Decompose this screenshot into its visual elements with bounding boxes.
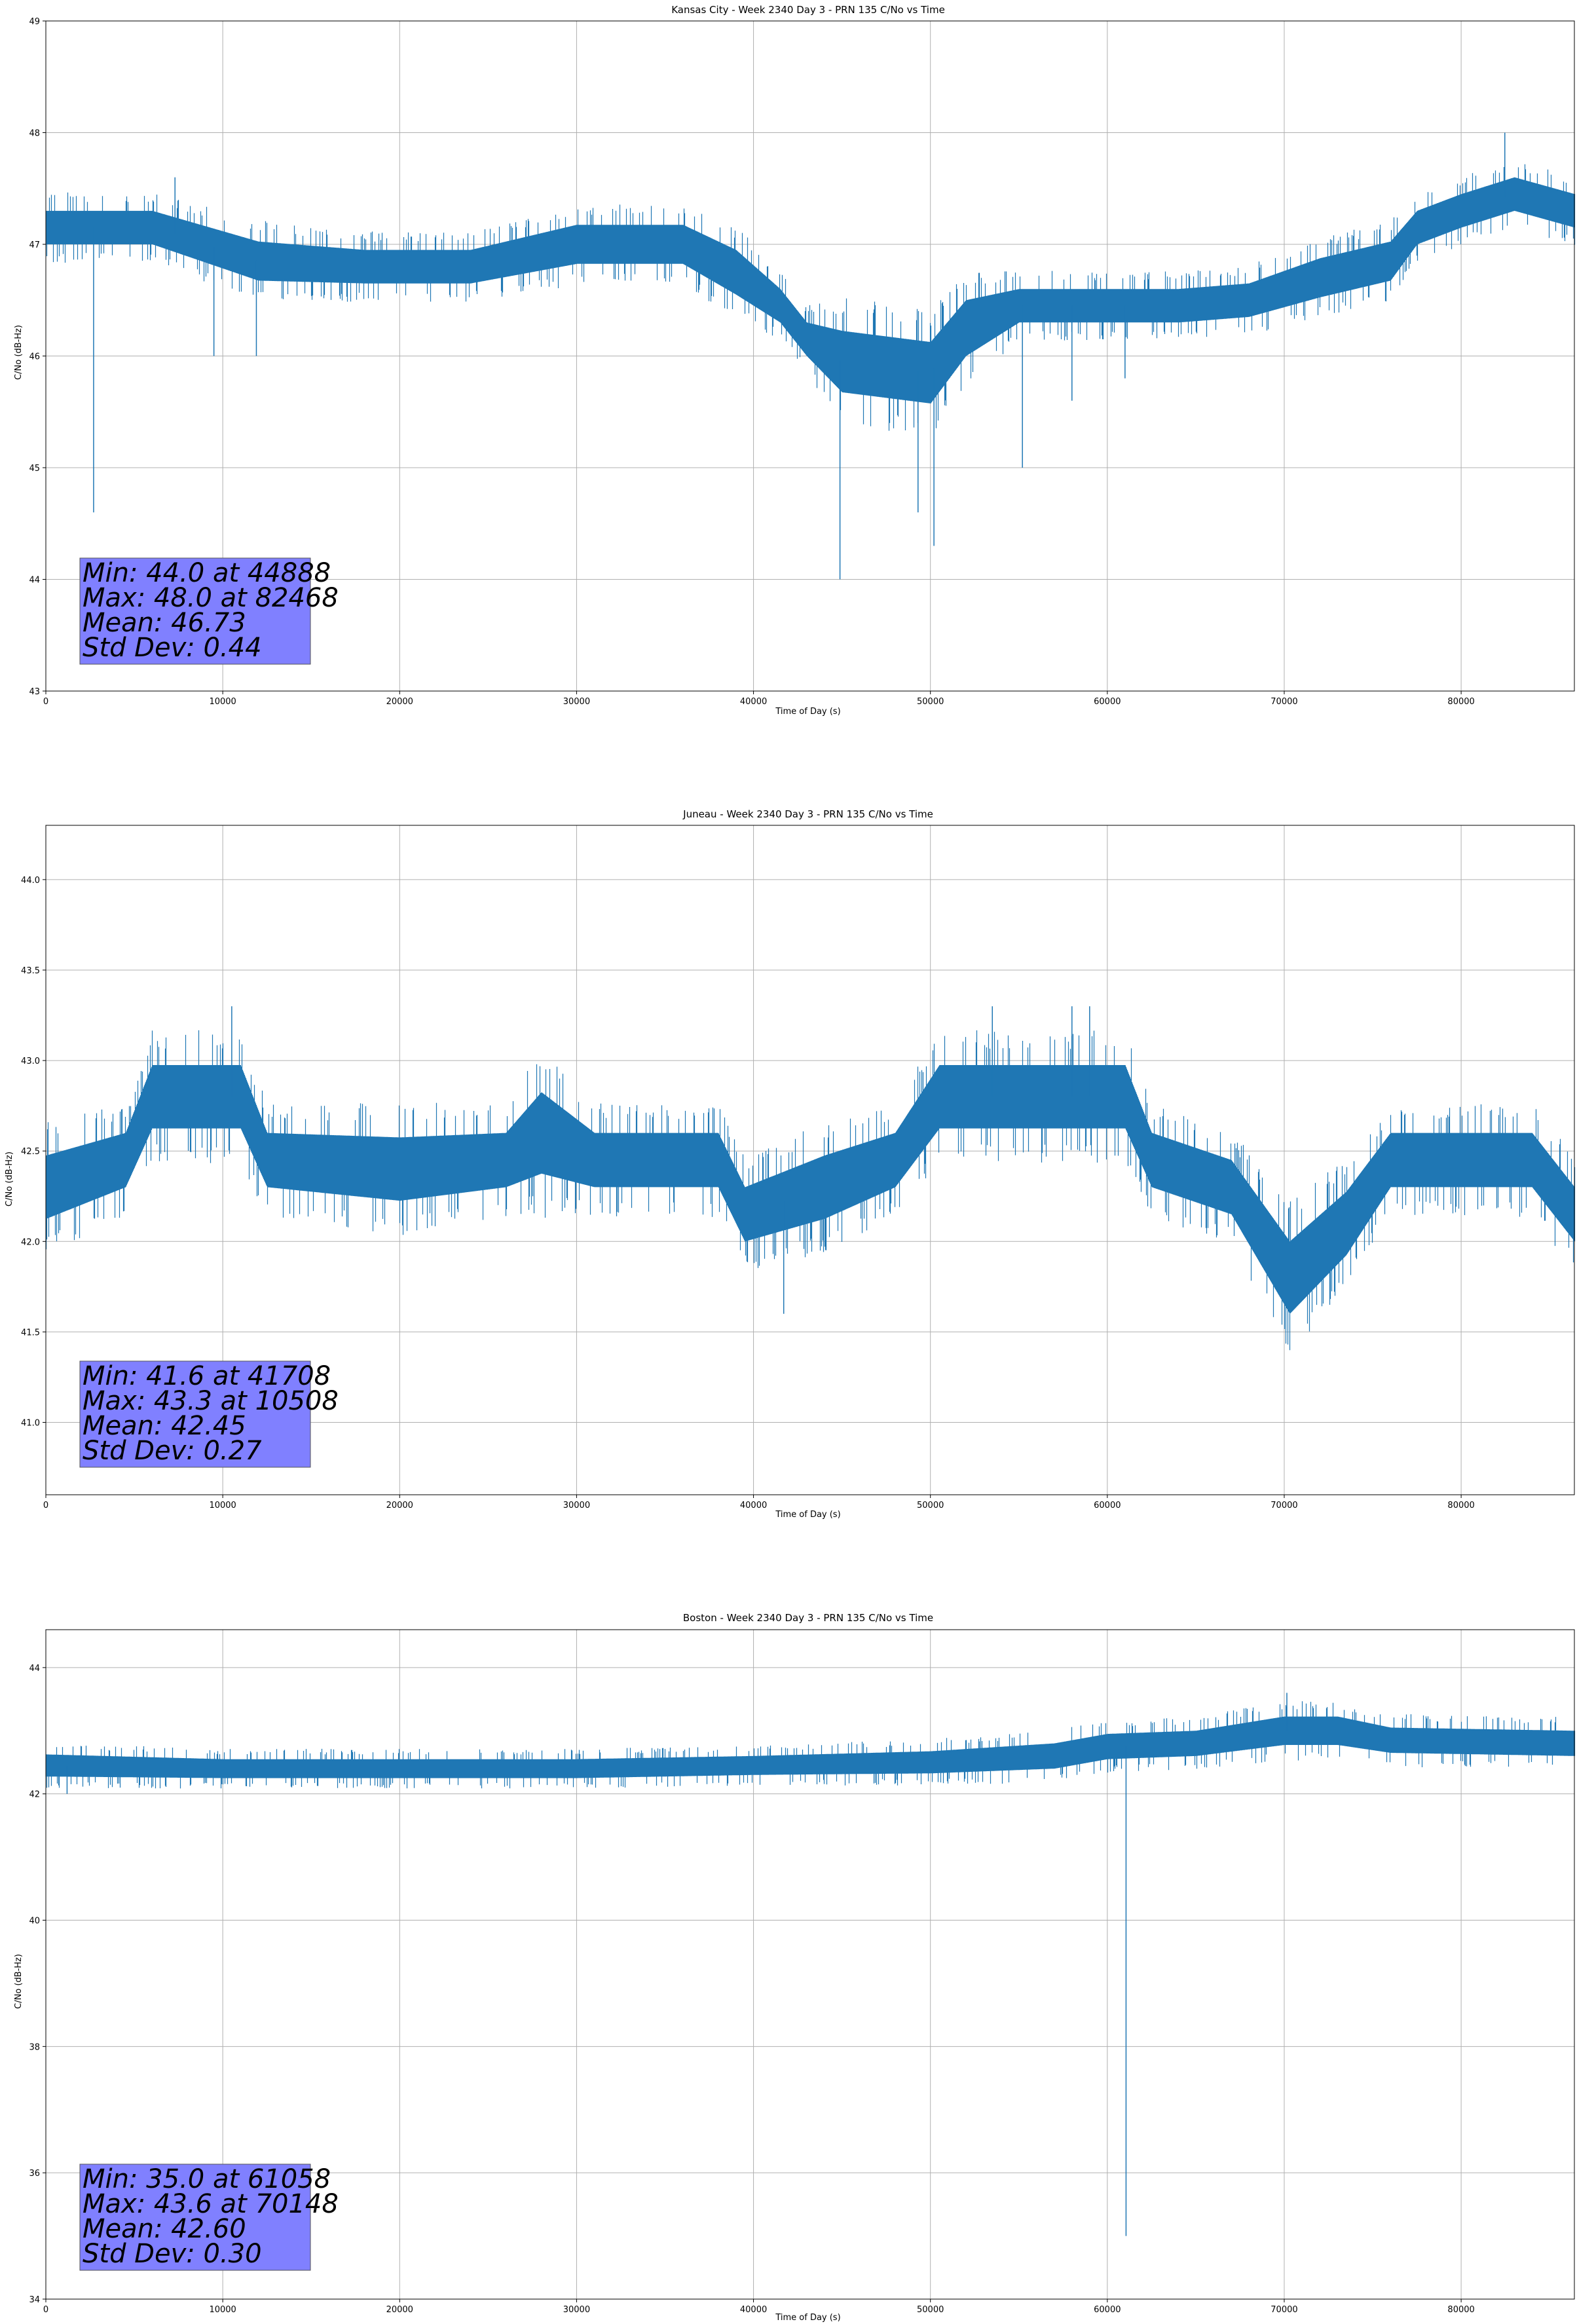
y-tick-label: 42.5 [21,1147,40,1157]
y-tick-label: 38 [29,2042,40,2052]
series-c-no [45,1693,1576,2236]
x-axis-label: Time of Day (s) [775,2313,840,2323]
y-axis-label: C/No (dB-Hz) [14,1954,24,2009]
stats-std-dev: Std Dev: 0.30 [83,2239,262,2269]
y-tick-label: 44 [29,1664,40,1674]
stats-box-background [79,1360,311,1468]
chart-title: Juneau - Week 2340 Day 3 - PRN 135 C/No … [682,808,933,820]
x-tick-label: 30000 [563,2305,590,2315]
y-axis-label: C/No (dB-Hz) [5,1152,14,1207]
x-tick-label: 70000 [1271,697,1297,707]
x-tick-label: 40000 [740,2305,767,2315]
y-tick-label: 43.0 [21,1057,40,1066]
x-tick-label: 30000 [563,697,590,707]
x-tick-label: 10000 [209,2305,236,2315]
y-tick-label: 36 [29,2169,40,2179]
stats-min: Min: 44.0 at 44888 [83,558,331,588]
plot-frame [45,1629,1575,2300]
x-tick-label: 60000 [1094,697,1121,707]
juneau-chart: Juneau - Week 2340 Day 3 - PRN 135 C/No … [5,808,1576,1520]
stats-max: Max: 43.6 at 70148 [83,2189,339,2219]
x-tick-label: 50000 [917,1501,944,1510]
x-tick-label: 0 [43,697,48,707]
x-tick-label: 60000 [1094,1501,1121,1510]
y-tick-label: 46 [29,352,40,362]
boston-chart: Boston - Week 2340 Day 3 - PRN 135 C/No … [14,1612,1576,2323]
stats-box-background [79,557,311,665]
stats-box: Min: 35.0 at 61058 Max: 43.6 at 70148 Me… [79,2164,339,2271]
x-tick-label: 80000 [1447,1501,1474,1510]
x-tick-label: 20000 [386,2305,413,2315]
x-tick-label: 10000 [209,697,236,707]
x-axis-label: Time of Day (s) [775,1510,840,1520]
x-tick-label: 10000 [209,1501,236,1510]
x-tick-label: 70000 [1271,2305,1297,2315]
chart-title: Kansas City - Week 2340 Day 3 - PRN 135 … [671,4,945,16]
stats-max: Max: 48.0 at 82468 [83,583,339,613]
stats-box-background [79,2164,311,2271]
stats-mean: Mean: 42.45 [83,1411,246,1441]
x-tick-label: 40000 [740,697,767,707]
y-tick-label: 45 [29,464,40,474]
x-tick-label: 30000 [563,1501,590,1510]
y-tick-label: 41.0 [21,1419,40,1429]
x-tick-label: 80000 [1447,2305,1474,2315]
stats-box: Min: 44.0 at 44888 Max: 48.0 at 82468 Me… [79,557,339,665]
x-tick-label: 40000 [740,1501,767,1510]
y-tick-label: 44.0 [21,876,40,886]
stats-std-dev: Std Dev: 0.44 [83,633,262,663]
x-tick-label: 70000 [1271,1501,1297,1510]
stats-mean: Mean: 42.60 [83,2214,246,2244]
y-tick-label: 43 [29,687,40,697]
chart-title: Boston - Week 2340 Day 3 - PRN 135 C/No … [683,1612,933,1624]
y-tick-label: 43.5 [21,966,40,976]
stats-mean: Mean: 46.73 [83,608,246,638]
y-tick-label: 42.0 [21,1237,40,1247]
y-tick-label: 42 [29,1790,40,1800]
x-tick-label: 60000 [1094,2305,1121,2315]
x-tick-label: 0 [43,2305,48,2315]
stats-max: Max: 43.3 at 10508 [83,1386,339,1416]
y-tick-label: 44 [29,576,40,586]
x-tick-label: 0 [43,1501,48,1510]
y-tick-label: 48 [29,129,40,139]
y-tick-label: 40 [29,1917,40,1926]
x-tick-label: 80000 [1447,697,1474,707]
y-axis-label: C/No (dB-Hz) [14,325,24,380]
stats-box: Min: 41.6 at 41708 Max: 43.3 at 10508 Me… [79,1360,339,1468]
x-tick-label: 20000 [386,697,413,707]
x-tick-label: 50000 [917,2305,944,2315]
y-tick-label: 47 [29,240,40,250]
plot-frame [45,825,1575,1495]
kansas-city-chart: Kansas City - Week 2340 Day 3 - PRN 135 … [14,4,1576,717]
series-c-no [45,1006,1576,1351]
stats-std-dev: Std Dev: 0.27 [83,1436,262,1466]
x-tick-label: 50000 [917,697,944,707]
stats-min: Min: 35.0 at 61058 [83,2164,331,2194]
x-tick-label: 20000 [386,1501,413,1510]
x-axis-label: Time of Day (s) [775,707,840,717]
y-tick-label: 41.5 [21,1328,40,1338]
y-tick-label: 49 [29,17,40,27]
y-tick-label: 34 [29,2295,40,2305]
stats-min: Min: 41.6 at 41708 [83,1361,331,1391]
